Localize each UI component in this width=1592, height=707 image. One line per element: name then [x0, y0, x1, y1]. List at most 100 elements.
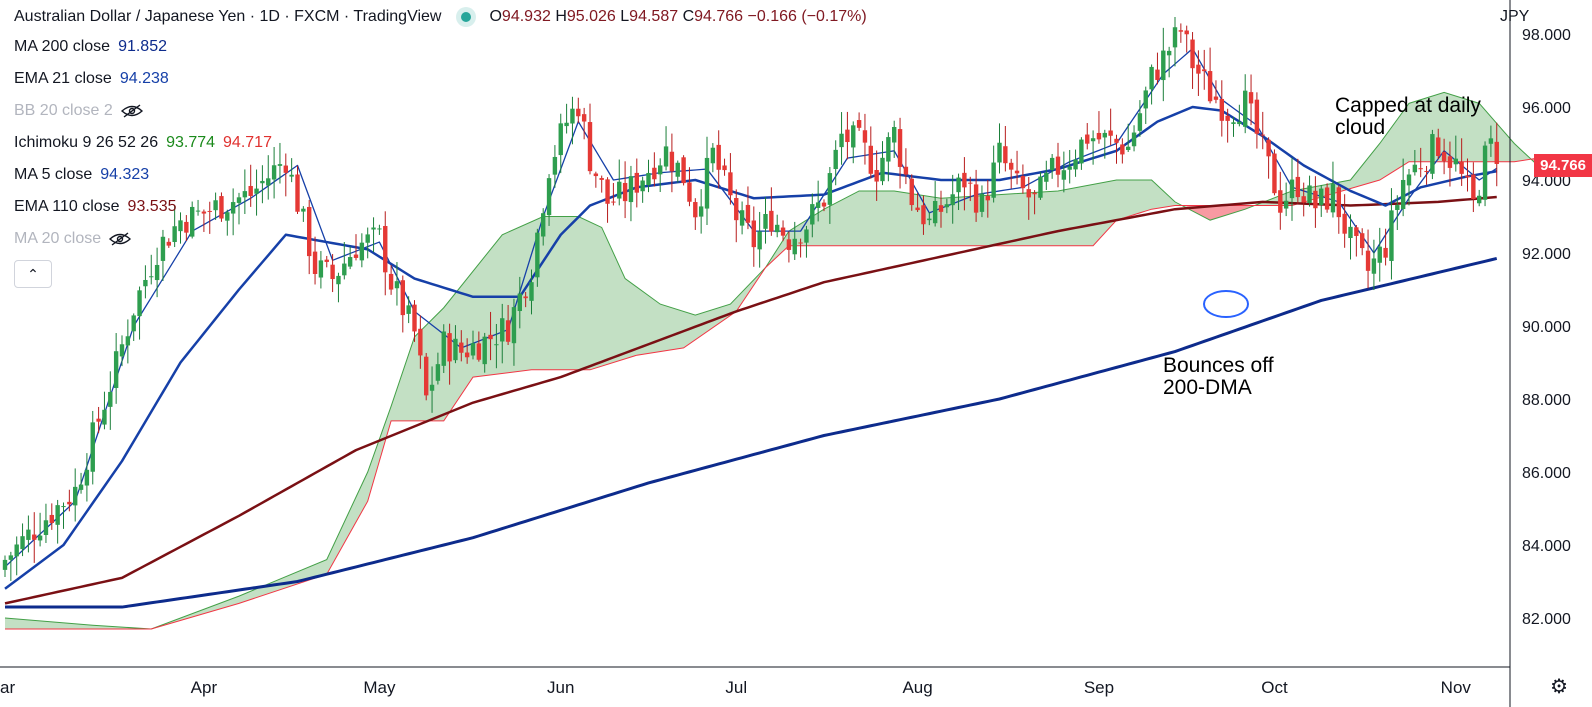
candle	[851, 121, 856, 164]
candle-body	[1014, 170, 1020, 174]
hidden-eye-icon[interactable]	[109, 232, 132, 246]
candle	[1166, 46, 1172, 78]
candle-body	[1248, 92, 1254, 104]
candle-body	[37, 535, 43, 541]
candle	[523, 291, 528, 308]
candle-body	[1126, 146, 1131, 150]
candle-body	[336, 275, 341, 285]
candle-body	[599, 178, 604, 180]
candle	[1260, 111, 1265, 150]
candle-body	[418, 328, 423, 356]
time-tick-label: Apr	[191, 678, 218, 697]
price-tick-label: 96.000	[1522, 100, 1571, 117]
candle	[1149, 64, 1154, 105]
candle-body	[377, 228, 382, 230]
candle-body	[131, 315, 136, 332]
series-line	[4, 195, 1497, 605]
candle	[49, 503, 54, 530]
candle-body	[634, 172, 639, 193]
candle	[324, 255, 329, 268]
candle	[991, 145, 996, 203]
candle-body	[154, 264, 160, 281]
indicator-ichimoku[interactable]: Ichimoku 9 26 52 26 93.774 94.717	[14, 134, 272, 151]
candle-body	[324, 259, 329, 262]
candle-body	[424, 356, 429, 396]
candle	[938, 190, 944, 228]
hidden-eye-icon[interactable]	[120, 104, 143, 118]
candle-body	[43, 520, 49, 536]
candle-body	[1295, 176, 1301, 198]
indicator-ema21[interactable]: EMA 21 close 94.238	[14, 70, 169, 87]
market-status-icon	[461, 12, 472, 22]
candle	[892, 120, 897, 158]
candle	[108, 371, 113, 430]
indicator-ma200[interactable]: MA 200 close 91.852	[14, 38, 167, 55]
series-line	[4, 105, 1497, 590]
candle-body	[529, 282, 534, 301]
candle-body	[143, 279, 148, 287]
candle	[312, 236, 318, 285]
candle	[394, 262, 400, 306]
candle	[505, 304, 511, 345]
candle-body	[1477, 195, 1482, 204]
candle-body	[1459, 161, 1464, 174]
indicator-ma5[interactable]: MA 5 close 94.323	[14, 166, 150, 183]
candle	[1231, 117, 1236, 137]
candle-body	[1336, 187, 1341, 218]
ema110-value: 93.535	[127, 198, 177, 215]
currency-label[interactable]: JPY	[1500, 8, 1530, 25]
candle-body	[757, 231, 762, 250]
symbol-title[interactable]: Australian Dollar / Japanese Yen · 1D · …	[14, 8, 442, 25]
candle-body	[938, 205, 944, 212]
candle	[745, 186, 751, 230]
price-tick-label: 90.000	[1522, 319, 1571, 336]
candle-body	[1190, 39, 1195, 69]
candle	[652, 152, 657, 187]
candle-body	[453, 338, 458, 361]
candle-body	[745, 204, 751, 223]
candle	[617, 159, 622, 206]
candle	[476, 331, 482, 362]
candle-body	[283, 165, 288, 173]
candle-body	[500, 318, 505, 342]
candle	[1061, 151, 1067, 193]
collapse-legend-button[interactable]: ⌃	[14, 260, 52, 288]
candle-body	[1471, 174, 1476, 199]
candle	[552, 145, 558, 188]
candle-body	[26, 529, 31, 540]
candle-body	[1494, 141, 1499, 164]
candle-body	[73, 486, 78, 506]
candle	[412, 300, 417, 342]
candle-body	[1202, 69, 1207, 72]
candle	[704, 136, 710, 225]
candle-body	[1412, 164, 1418, 173]
candle-body	[359, 242, 365, 261]
candle-body	[798, 242, 803, 244]
candle-body	[622, 182, 628, 202]
candle	[383, 211, 388, 296]
indicator-ma20[interactable]: MA 20 close	[14, 228, 867, 250]
candle	[1254, 92, 1260, 149]
indicator-ema110[interactable]: EMA 110 close 93.535	[14, 198, 177, 215]
indicator-bb20[interactable]: BB 20 close 2	[14, 100, 867, 122]
candle	[1202, 49, 1207, 90]
candle	[856, 112, 862, 131]
candle-body	[1219, 98, 1224, 121]
candle	[377, 224, 382, 235]
candle	[698, 189, 704, 234]
candle	[874, 150, 879, 201]
candle-body	[1178, 30, 1184, 32]
gear-icon[interactable]: ⚙	[1550, 676, 1568, 698]
candle-body	[108, 391, 113, 407]
candle	[1494, 122, 1499, 187]
candle-body	[605, 179, 610, 204]
candle-body	[1090, 138, 1096, 142]
candle	[546, 174, 552, 226]
price-tick-label: 94.000	[1522, 173, 1571, 190]
candle	[611, 182, 616, 206]
candle-body	[944, 204, 950, 208]
candle-body	[137, 290, 142, 317]
candle-body	[968, 182, 973, 184]
cloud-bullish-area	[5, 180, 1187, 629]
